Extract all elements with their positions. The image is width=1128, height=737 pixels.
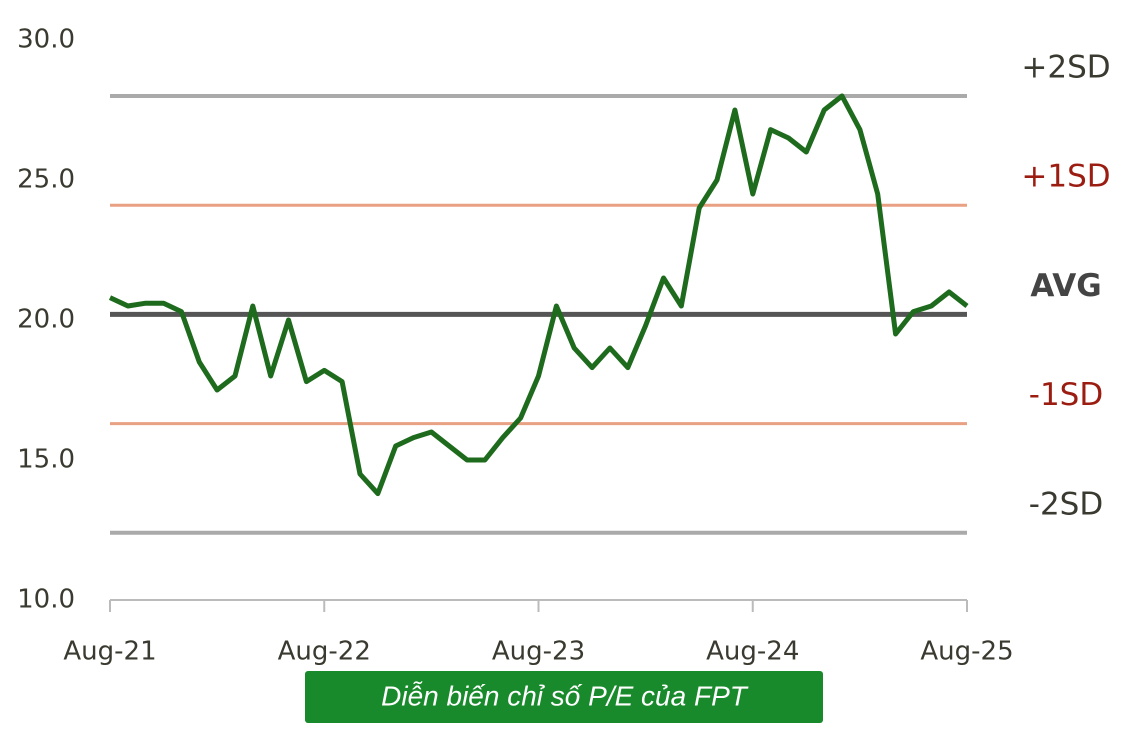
reference-label: -1SD [1029,377,1103,413]
y-tick-label: 10.0 [17,585,75,615]
y-tick-label: 25.0 [17,165,75,195]
reference-label: +1SD [1021,159,1110,195]
y-tick-label: 20.0 [17,305,75,335]
y-tick-label: 30.0 [17,25,75,55]
reference-label: AVG [1030,268,1101,304]
y-tick-label: 15.0 [17,445,75,475]
x-tick-label: Aug-23 [492,637,585,667]
caption-box [305,671,823,723]
x-tick-label: Aug-25 [920,637,1013,667]
x-tick-label: Aug-24 [706,637,799,667]
x-tick-label: Aug-21 [63,637,156,667]
chart-title: Diễn biến chỉ số P/E của FPT [381,680,749,711]
reference-label: -2SD [1029,486,1103,522]
reference-label: +2SD [1021,50,1110,86]
x-tick-label: Aug-22 [278,637,371,667]
pe-line [108,93,969,497]
